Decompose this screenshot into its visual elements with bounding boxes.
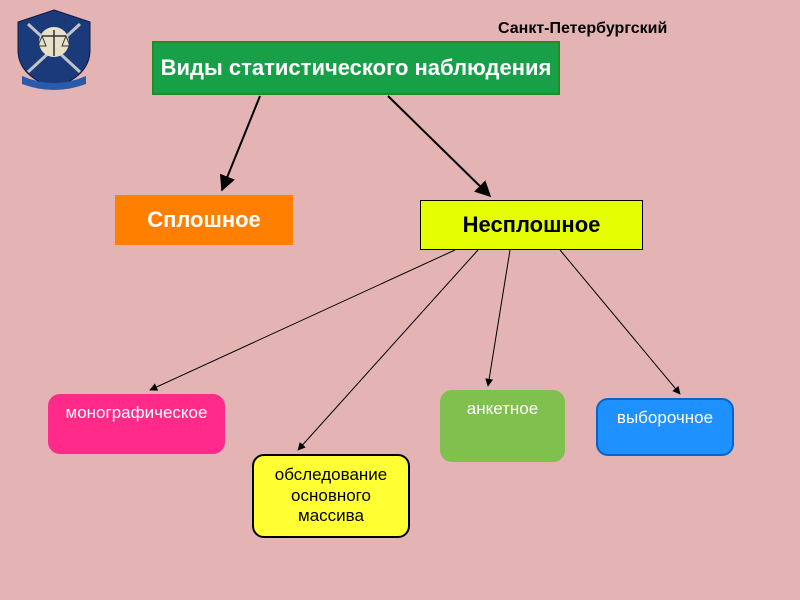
node-c1-text: монографическое [66,403,208,423]
node-c3-text: анкетное [467,399,538,419]
node-left-text: Сплошное [147,207,261,233]
header-label-text: Санкт-Петербургский [498,20,667,37]
node-root: Виды статистического наблюдения [152,41,560,95]
node-root-text: Виды статистического наблюдения [161,55,552,81]
node-left: Сплошное [115,195,293,245]
node-main-array: обследование основного массива [252,454,410,538]
header-label: Санкт-Петербургский [498,20,667,38]
node-selective: выборочное [596,398,734,456]
node-right: Несплошное [420,200,643,250]
node-c2-text: обследование основного массива [260,465,402,526]
node-c4-text: выборочное [617,408,713,428]
emblem-icon [8,6,100,92]
node-monographic: монографическое [48,394,225,454]
node-questionnaire: анкетное [440,390,565,462]
node-right-text: Несплошное [463,212,601,238]
